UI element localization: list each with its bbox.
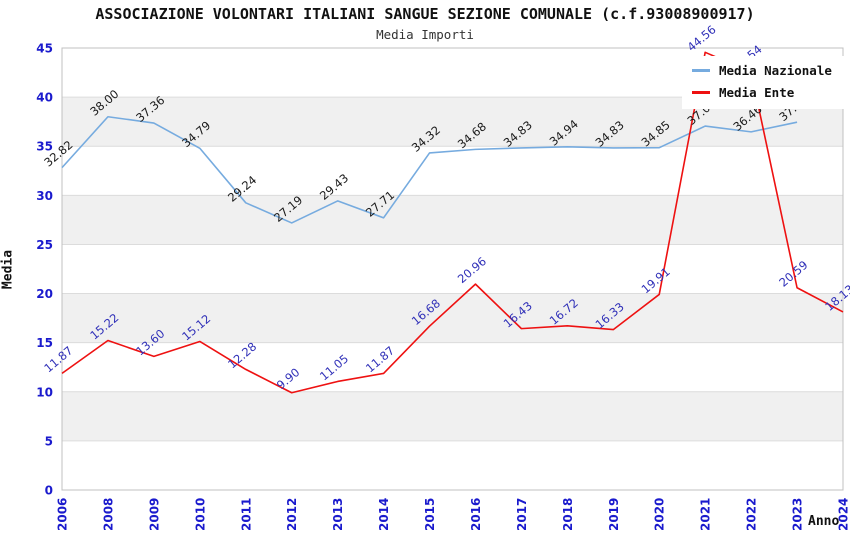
y-tick-label: 20 bbox=[36, 287, 53, 301]
series-line-media-ente bbox=[61, 51, 844, 394]
x-tick-label: 2015 bbox=[423, 498, 437, 531]
y-tick-label: 15 bbox=[36, 336, 53, 350]
x-tick-label: 2021 bbox=[699, 498, 713, 531]
x-tick-label: 2018 bbox=[561, 498, 575, 531]
x-tick-label: 2016 bbox=[469, 498, 483, 531]
legend-swatch-media-nazionale-icon bbox=[692, 69, 710, 72]
legend-label: Media Nazionale bbox=[719, 63, 832, 78]
x-tick-label: 2009 bbox=[147, 498, 161, 531]
legend-label: Media Ente bbox=[719, 85, 795, 100]
y-tick-label: 25 bbox=[36, 238, 53, 252]
legend-item-media-ente: Media Ente bbox=[692, 85, 832, 100]
x-tick-label: 2022 bbox=[745, 498, 759, 531]
x-tick-label: 2013 bbox=[331, 498, 345, 531]
plot-border bbox=[61, 47, 844, 491]
x-tick-label: 2023 bbox=[791, 498, 805, 531]
y-tick-label: 10 bbox=[36, 385, 53, 399]
x-tick-label: 2008 bbox=[101, 498, 115, 531]
y-tick-label: 40 bbox=[36, 91, 53, 105]
legend-swatch-media-ente-icon bbox=[692, 91, 710, 94]
x-axis-title: Anno bbox=[808, 514, 840, 529]
grid-band bbox=[62, 391, 843, 441]
x-tick-label: 2019 bbox=[607, 498, 621, 531]
x-tick-label: 2010 bbox=[193, 498, 207, 531]
y-tick-label: 30 bbox=[36, 189, 53, 203]
y-tick-label: 5 bbox=[45, 434, 53, 448]
y-axis-title: Media bbox=[0, 249, 16, 290]
x-tick-label: 2017 bbox=[515, 498, 529, 531]
legend: Media Nazionale Media Ente bbox=[682, 56, 844, 109]
series-line-media-nazionale bbox=[61, 115, 798, 224]
x-tick-label: 2020 bbox=[653, 498, 667, 531]
grid-band bbox=[62, 293, 843, 343]
legend-item-media-nazionale: Media Nazionale bbox=[692, 63, 832, 78]
y-tick-label: 0 bbox=[45, 484, 53, 498]
x-tick-label: 2006 bbox=[56, 498, 70, 531]
y-tick-label: 45 bbox=[36, 42, 53, 56]
y-tick-label: 35 bbox=[36, 140, 53, 154]
chart-title: ASSOCIAZIONE VOLONTARI ITALIANI SANGUE S… bbox=[95, 5, 755, 23]
x-tick-label: 2014 bbox=[377, 498, 391, 531]
grid-band bbox=[62, 195, 843, 245]
x-tick-label: 2012 bbox=[285, 498, 299, 531]
chart-subtitle: Media Importi bbox=[376, 27, 474, 42]
x-tick-label: 2024 bbox=[837, 498, 850, 531]
x-tick-label: 2011 bbox=[239, 498, 253, 531]
